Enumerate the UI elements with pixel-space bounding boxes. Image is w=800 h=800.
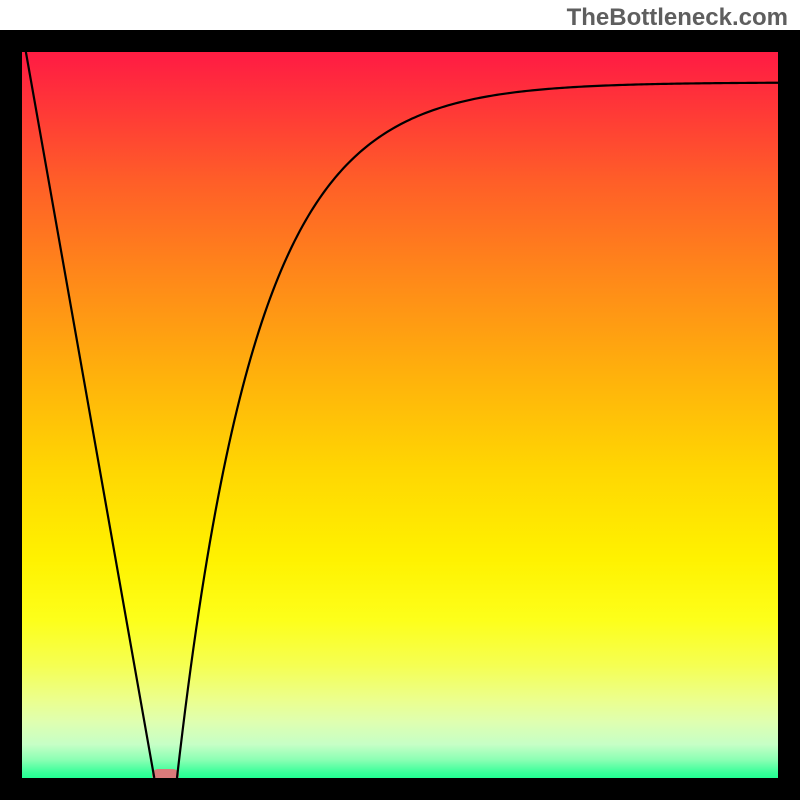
frame-border-top bbox=[0, 30, 800, 52]
frame-border-bottom bbox=[0, 778, 800, 800]
plot-area bbox=[22, 30, 778, 778]
watermark-text: TheBottleneck.com bbox=[567, 4, 788, 32]
bottleneck-curve bbox=[22, 30, 778, 778]
frame-border-left bbox=[0, 30, 22, 800]
frame-border-right bbox=[778, 30, 800, 800]
chart-frame: TheBottleneck.com bbox=[0, 0, 800, 800]
